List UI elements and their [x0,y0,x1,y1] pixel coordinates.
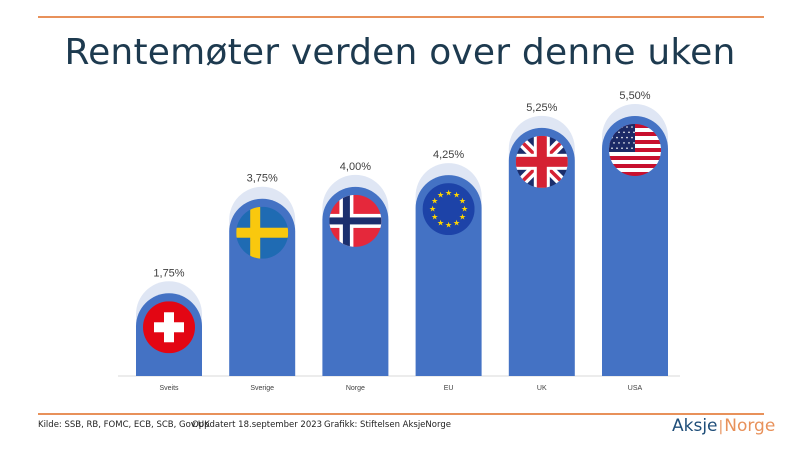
uk-flag-icon [515,135,568,188]
data-label: 5,50% [619,90,650,102]
bottom-rule [38,413,764,415]
svg-text:★: ★ [437,191,444,200]
svg-text:★: ★ [445,221,452,230]
sweden-flag-icon [236,206,289,259]
svg-text:★: ★ [445,189,452,198]
bar-group-sverige: 3,75% Sverige [229,173,296,392]
data-label: 1,75% [153,267,184,279]
svg-text:★: ★ [429,205,436,214]
bar [508,127,575,376]
x-tick-label: Sverige [250,385,274,392]
x-tick-label: EU [444,385,454,392]
data-label: 5,25% [526,102,557,114]
page-title: Rentemøter verden over denne uken [64,32,736,73]
bar [602,116,668,376]
source-text: Kilde: SSB, RB, FOMC, ECB, SCB, Gov.UK [38,420,210,430]
norway-flag-icon [329,194,382,247]
bar-group-usa: 5,50% USA [602,90,668,392]
svg-text:★: ★ [431,213,438,222]
data-label: 3,75% [247,173,278,185]
data-label: 4,00% [340,161,371,173]
svg-text:★: ★ [461,205,468,214]
bar-group-eu: ★ ★★★★★★★★★★★4,25%EU [415,149,482,392]
bar-group-uk: 5,25% UK [508,102,575,392]
svg-text:★: ★ [453,218,460,227]
data-label: 4,25% [433,149,464,161]
svg-text:★: ★ [437,218,444,227]
bar-group-norge: 4,00% Norge [322,161,389,392]
switzerland-flag-icon [143,301,195,354]
x-tick-label: UK [537,385,547,392]
svg-text:★: ★ [459,197,466,206]
x-tick-label: USA [628,385,643,392]
x-tick-label: Sveits [159,385,179,392]
eu-flag-icon: ★ ★★★★★★★★★★★ [422,183,475,236]
svg-text:★: ★ [459,213,466,222]
top-rule [38,16,764,18]
svg-text:★: ★ [453,191,460,200]
aksjenorge-logo: Aksje|Norge [672,416,776,436]
bar-group-sveits: 1,75% Sveits [136,267,202,392]
x-tick-label: Norge [346,385,365,392]
usa-flag-icon [609,124,661,176]
credit-text: Grafikk: Stiftelsen AksjeNorge [324,420,451,430]
svg-text:★: ★ [431,197,438,206]
updated-text: Oppdatert 18.september 2023 [192,420,323,430]
